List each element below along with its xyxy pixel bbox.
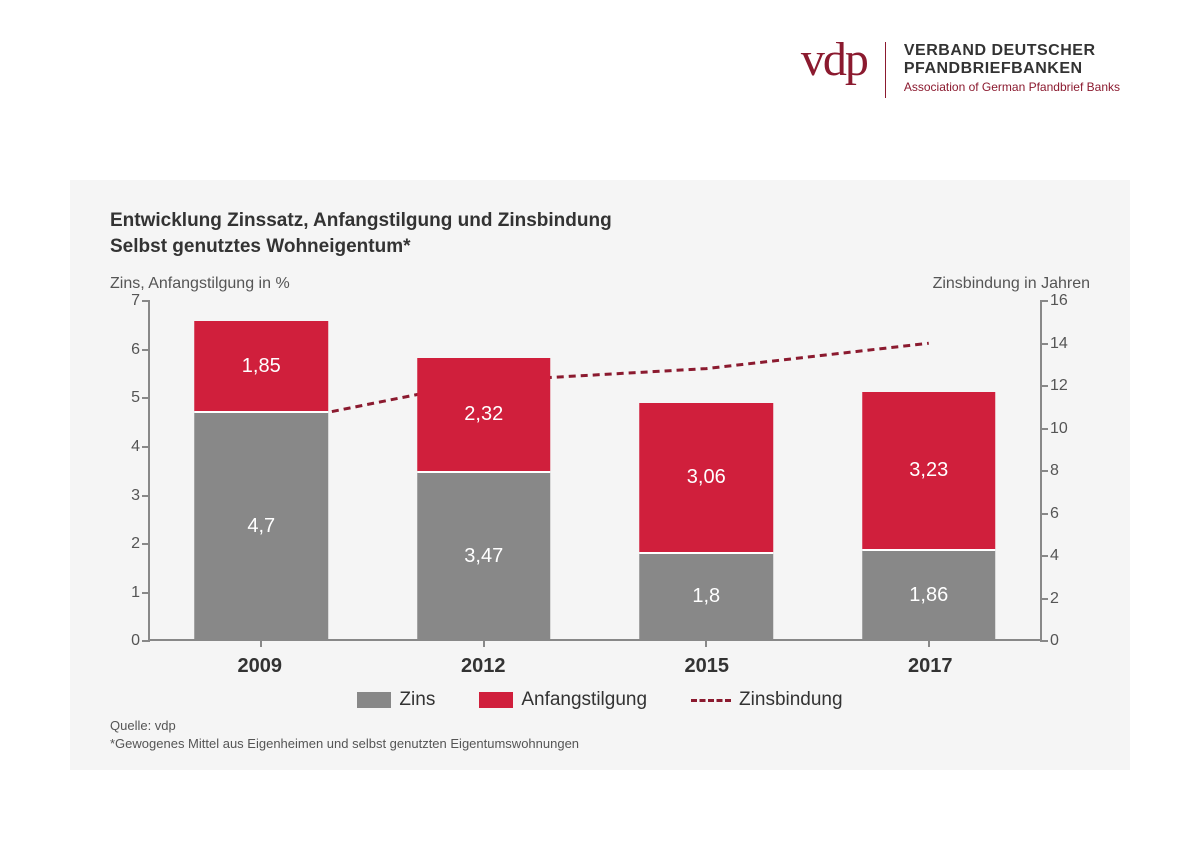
bar-group: 2,32 3,47: [417, 358, 551, 639]
brand-logo: vdp VERBAND DEUTSCHER PFANDBRIEFBANKEN A…: [801, 42, 1120, 98]
bar-value-tilgung: 1,85: [242, 355, 281, 378]
chart-footer: Quelle: vdp *Gewogenes Mittel aus Eigenh…: [110, 717, 1090, 753]
x-category-label: 2015: [685, 655, 730, 678]
y-left-tick: 7: [131, 292, 140, 310]
bar-segment-tilgung: 3,23: [862, 392, 996, 549]
bar-group: 3,06 1,8: [640, 403, 774, 639]
source-label: Quelle: vdp: [110, 717, 1090, 735]
bar-value-zins: 3,47: [464, 545, 503, 568]
y-right-tick: 8: [1050, 462, 1059, 480]
y-left-tick: 2: [131, 535, 140, 553]
bar-value-tilgung: 3,23: [909, 459, 948, 482]
logo-text: VERBAND DEUTSCHER PFANDBRIEFBANKEN Assoc…: [904, 42, 1120, 95]
bar-segment-zins: 1,8: [640, 552, 774, 639]
x-category-label: 2012: [461, 655, 506, 678]
footnote: *Gewogenes Mittel aus Eigenheimen und se…: [110, 735, 1090, 753]
legend-swatch-tilgung: [479, 692, 513, 708]
logo-line3: Association of German Pfandbrief Banks: [904, 81, 1120, 95]
bar-value-zins: 4,7: [247, 515, 275, 538]
bar-segment-tilgung: 1,85: [195, 321, 329, 411]
x-category-label: 2009: [238, 655, 283, 678]
y-right-tick: 12: [1050, 377, 1068, 395]
legend-swatch-bindung: [691, 699, 731, 702]
axis-labels: Zins, Anfangstilgung in % Zinsbindung in…: [110, 275, 1090, 293]
bar-segment-zins: 3,47: [417, 471, 551, 640]
bar-value-zins: 1,86: [909, 584, 948, 607]
legend: Zins Anfangstilgung Zinsbindung: [110, 689, 1090, 711]
y-left-axis-label: Zins, Anfangstilgung in %: [110, 275, 290, 293]
x-category-label: 2017: [908, 655, 953, 678]
y-right-tick: 6: [1050, 505, 1059, 523]
chart-panel: Entwicklung Zinssatz, Anfangstilgung und…: [70, 180, 1130, 770]
legend-label-bindung: Zinsbindung: [739, 689, 843, 711]
y-right-tick: 0: [1050, 632, 1059, 650]
y-left-tick: 6: [131, 341, 140, 359]
y-left-tick: 0: [131, 632, 140, 650]
y-right-tick: 4: [1050, 547, 1059, 565]
bar-segment-zins: 1,86: [862, 549, 996, 639]
x-axis-labels: 2009 2012 2015 2017: [148, 655, 1042, 681]
y-left-tick: 1: [131, 584, 140, 602]
bar-group: 1,85 4,7: [195, 321, 329, 639]
legend-item-bindung: Zinsbindung: [691, 689, 843, 711]
legend-label-tilgung: Anfangstilgung: [521, 689, 647, 711]
plot-area: 1,85 4,7 2,32 3,47 3,06 1,8 3,23 1,86: [148, 301, 1042, 641]
legend-item-tilgung: Anfangstilgung: [479, 689, 647, 711]
chart-title-line1: Entwicklung Zinssatz, Anfangstilgung und…: [110, 210, 612, 231]
y-left-tick: 4: [131, 438, 140, 456]
line-zinsbindung: [261, 344, 929, 426]
logo-line1: VERBAND DEUTSCHER: [904, 42, 1120, 60]
logo-mark: vdp: [801, 38, 867, 81]
y-right-axis-label: Zinsbindung in Jahren: [933, 275, 1090, 293]
bar-segment-tilgung: 3,06: [640, 403, 774, 552]
y-right-tick: 2: [1050, 590, 1059, 608]
y-right-ticks: 0246810121416: [1042, 301, 1090, 641]
y-left-ticks: 01234567: [110, 301, 148, 641]
bar-value-tilgung: 2,32: [464, 403, 503, 426]
chart-title-line2: Selbst genutztes Wohneigentum*: [110, 236, 411, 257]
legend-item-zins: Zins: [357, 689, 435, 711]
bar-value-tilgung: 3,06: [687, 466, 726, 489]
legend-label-zins: Zins: [399, 689, 435, 711]
y-left-tick: 5: [131, 389, 140, 407]
plot-wrapper: 01234567 1,854,72,323,473,061,83,231,86 …: [110, 301, 1090, 641]
bar-segment-tilgung: 2,32: [417, 358, 551, 471]
y-right-tick: 10: [1050, 420, 1068, 438]
chart-title: Entwicklung Zinssatz, Anfangstilgung und…: [110, 208, 1090, 259]
y-left-tick: 3: [131, 487, 140, 505]
bar-value-zins: 1,8: [692, 585, 720, 608]
logo-line2: PFANDBRIEFBANKEN: [904, 60, 1120, 78]
bar-group: 3,23 1,86: [862, 392, 996, 639]
bar-segment-zins: 4,7: [195, 411, 329, 639]
y-right-tick: 14: [1050, 335, 1068, 353]
logo-divider: [885, 42, 886, 98]
y-right-tick: 16: [1050, 292, 1068, 310]
legend-swatch-zins: [357, 692, 391, 708]
